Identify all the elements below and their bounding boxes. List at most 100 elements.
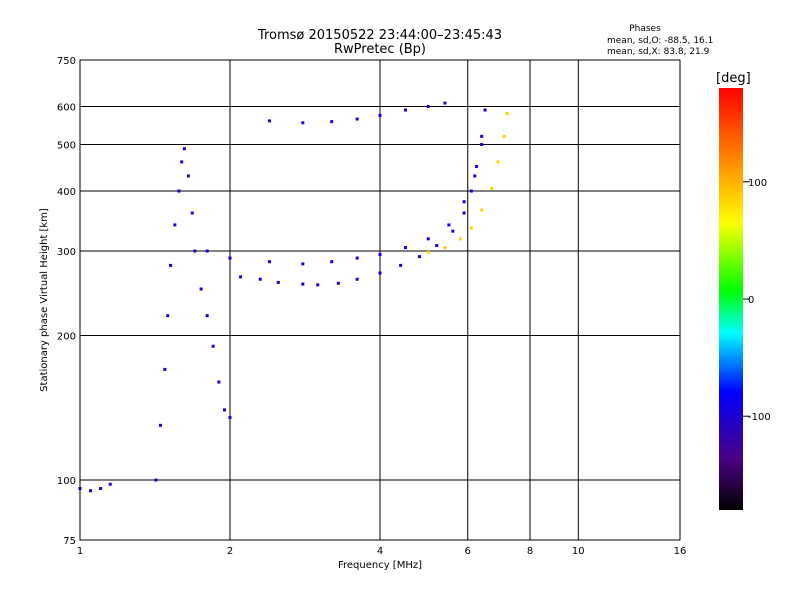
data-point xyxy=(239,275,243,279)
data-point xyxy=(267,260,271,264)
data-point xyxy=(190,211,194,215)
data-point xyxy=(177,189,181,193)
x-axis-label: Frequency [MHz] xyxy=(338,560,422,571)
colorbar xyxy=(719,88,743,510)
colorbar-tick-label: -100 xyxy=(748,412,771,423)
data-point xyxy=(480,208,484,212)
y-tick-label: 750 xyxy=(57,56,76,67)
data-point xyxy=(258,277,262,281)
data-point xyxy=(316,283,320,287)
data-point xyxy=(417,255,421,259)
data-point xyxy=(182,147,186,151)
x-tick-label: 6 xyxy=(465,546,471,557)
data-point xyxy=(330,260,334,264)
data-point xyxy=(355,256,359,260)
data-point xyxy=(166,314,170,318)
x-tick-label: 1 xyxy=(77,546,83,557)
data-point xyxy=(99,487,103,491)
data-point xyxy=(378,271,382,275)
x-tick-label: 8 xyxy=(527,546,533,557)
data-point xyxy=(355,277,359,281)
y-tick-label: 100 xyxy=(57,476,76,487)
data-point xyxy=(163,367,167,371)
grid-lines xyxy=(80,60,680,540)
data-point xyxy=(435,244,439,248)
y-tick-label: 600 xyxy=(57,103,76,114)
data-point xyxy=(169,263,173,267)
colorbar-tick-label: 0 xyxy=(748,295,754,306)
y-tick-label: 200 xyxy=(57,332,76,343)
data-point xyxy=(180,160,184,164)
data-point xyxy=(199,287,203,291)
data-point xyxy=(211,344,215,348)
data-point xyxy=(505,112,509,116)
data-point xyxy=(378,113,382,117)
data-point xyxy=(186,174,190,178)
y-tick-label: 500 xyxy=(57,141,76,152)
data-point xyxy=(475,164,479,168)
colorbar-label: [deg] xyxy=(716,71,751,86)
x-tick-label: 2 xyxy=(227,546,233,557)
data-point xyxy=(403,108,407,112)
data-point xyxy=(330,120,334,124)
data-point xyxy=(443,246,447,250)
data-point xyxy=(403,246,407,250)
data-point xyxy=(336,281,340,285)
chart-title-line2: RwPretec (Bp) xyxy=(334,42,426,57)
y-tick-label: 400 xyxy=(57,187,76,198)
data-point xyxy=(154,478,158,482)
data-point xyxy=(443,101,447,105)
data-point xyxy=(426,237,430,241)
data-point xyxy=(469,226,473,230)
data-point xyxy=(462,200,466,204)
data-point xyxy=(173,223,177,227)
y-tick-labels: 75 100 200 300 400 500 600 750 xyxy=(57,56,76,547)
data-point xyxy=(480,134,484,138)
data-point xyxy=(469,189,473,193)
data-point xyxy=(473,174,477,178)
data-point xyxy=(502,134,506,138)
stats-heading: Phases xyxy=(629,24,661,34)
data-point xyxy=(89,489,93,493)
x-tick-label: 10 xyxy=(572,546,585,557)
data-point xyxy=(496,160,500,164)
data-point xyxy=(301,282,305,286)
data-point xyxy=(462,211,466,215)
colorbar-ticks: 100 0 -100 xyxy=(743,178,771,423)
data-point xyxy=(355,117,359,121)
plot-frame xyxy=(79,59,681,541)
data-point xyxy=(217,380,221,384)
data-point xyxy=(158,423,162,427)
data-point xyxy=(301,262,305,266)
data-point xyxy=(480,143,484,147)
data-point xyxy=(426,250,430,254)
stats-line1: mean, sd,O: -88.5, 16.1 xyxy=(607,36,713,46)
y-axis-label: Stationary phase Virtual Height [km] xyxy=(39,208,50,392)
data-point xyxy=(108,482,112,486)
x-tick-label: 4 xyxy=(377,546,383,557)
data-point xyxy=(267,119,271,123)
data-point xyxy=(223,408,227,412)
chart-title-line1: Tromsø 20150522 23:44:00–23:45:43 xyxy=(257,28,502,43)
data-point xyxy=(451,229,455,233)
data-point xyxy=(193,249,197,253)
data-point xyxy=(276,280,280,284)
data-point xyxy=(483,108,487,112)
data-points xyxy=(78,101,509,493)
data-point xyxy=(205,249,209,253)
data-point xyxy=(458,237,462,241)
x-tick-labels: 1 2 4 6 8 10 16 xyxy=(77,546,687,557)
data-point xyxy=(426,105,430,109)
y-tick-label: 75 xyxy=(63,536,76,547)
x-tick-label: 16 xyxy=(674,546,687,557)
data-point xyxy=(490,186,494,190)
data-point xyxy=(378,253,382,257)
stats-line2: mean, sd,X: 83.8, 21.9 xyxy=(607,47,710,57)
data-point xyxy=(228,415,232,419)
data-point xyxy=(399,263,403,267)
data-point xyxy=(205,314,209,318)
y-tick-label: 300 xyxy=(57,247,76,258)
colorbar-tick-label: 100 xyxy=(748,178,767,189)
data-point xyxy=(447,223,451,227)
